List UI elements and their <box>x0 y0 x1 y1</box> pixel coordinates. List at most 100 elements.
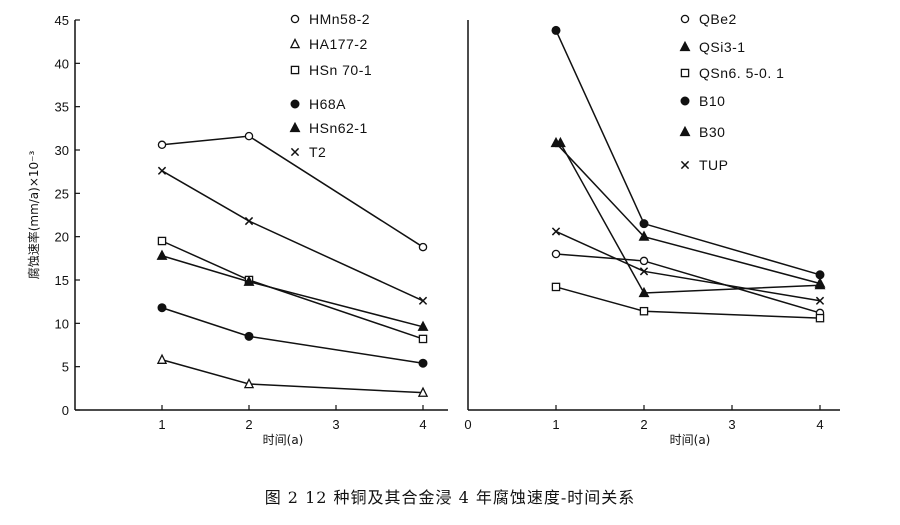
legend-marker <box>680 14 690 24</box>
series-tup <box>551 227 825 305</box>
data-point <box>157 166 167 175</box>
legend-label: HA177-2 <box>309 36 368 52</box>
x-tick-label: 3 <box>332 417 339 432</box>
data-point <box>639 256 649 266</box>
data-point <box>244 331 254 341</box>
data-point <box>639 267 649 276</box>
series-line <box>555 142 821 285</box>
series-h68a <box>157 303 428 368</box>
legend-marker <box>289 121 301 133</box>
data-point <box>638 230 650 241</box>
series-qsn6-5-0-1 <box>551 282 825 323</box>
data-point <box>815 296 825 305</box>
series-line <box>161 255 424 328</box>
series-line <box>559 142 821 294</box>
data-point <box>551 282 561 292</box>
data-point <box>815 313 825 323</box>
data-point <box>156 249 168 260</box>
data-point <box>550 136 562 148</box>
legend-label: QSn6. 5-0. 1 <box>699 65 784 81</box>
series-line <box>161 359 424 394</box>
x-tick-label: 4 <box>419 417 426 432</box>
left-legend: HMn58-2 HA177-2 HSn 70-1 H68A HSn62-1 T2 <box>289 11 372 160</box>
data-point <box>418 296 428 305</box>
data-point <box>638 286 650 298</box>
figure-caption: 图 2 12 种铜及其合金浸 4 年腐蚀速度-时间关系 <box>264 488 636 507</box>
y-tick-label: 5 <box>62 360 69 375</box>
right-panel: 0 1 2 3 4 QBe2 QSi3-1 QSn6. 5-0. 1 B10 B30 TUP 时间… <box>464 11 840 447</box>
series-qsi3-1 <box>554 136 826 298</box>
data-point <box>156 353 168 364</box>
legend-label: HSn62-1 <box>309 120 368 136</box>
legend-item: HSn 70-1 <box>290 62 372 78</box>
left-y-axis-label: 腐蚀速率(mm/a)×10⁻³ <box>26 151 41 280</box>
data-point <box>243 275 255 286</box>
legend-item: HSn62-1 <box>289 120 368 136</box>
legend-label: QSi3-1 <box>699 39 746 55</box>
left-y-ticks: 0 5 10 15 20 25 30 35 40 45 <box>55 13 80 418</box>
series-b10 <box>551 25 825 280</box>
data-point <box>157 303 167 313</box>
legend-item: B10 <box>680 93 725 109</box>
data-point <box>551 25 561 35</box>
y-tick-label: 0 <box>62 403 69 418</box>
left-panel: 0 5 10 15 20 25 30 35 40 45 1 2 3 4 HMn58-2 HA177-2 HS… <box>26 11 448 447</box>
left-x-ticks: 1 2 3 4 <box>158 405 427 432</box>
y-tick-label: 25 <box>55 186 69 201</box>
legend-label: QBe2 <box>699 11 737 27</box>
series-line <box>161 240 424 340</box>
x-tick-label: 3 <box>728 417 735 432</box>
right-x-axis-label: 时间(a) <box>670 433 711 447</box>
legend-item: T2 <box>290 144 326 160</box>
legend-marker <box>679 125 691 137</box>
data-point <box>244 131 254 141</box>
series-qbe2 <box>551 249 825 318</box>
series-t2 <box>157 166 428 305</box>
y-tick-label: 10 <box>55 316 69 331</box>
data-point <box>814 277 826 288</box>
legend-item: B30 <box>679 124 725 140</box>
data-point <box>243 377 255 389</box>
legend-marker <box>290 14 300 24</box>
data-point <box>551 227 561 236</box>
legend-item: QSn6. 5-0. 1 <box>680 65 784 81</box>
y-tick-label: 15 <box>55 273 69 288</box>
left-series <box>156 131 429 397</box>
data-point <box>417 320 429 331</box>
legend-marker <box>680 68 690 78</box>
legend-marker <box>290 99 300 109</box>
legend-item: H68A <box>290 96 346 112</box>
series-b30 <box>550 136 826 288</box>
series-line <box>161 135 424 248</box>
y-tick-label: 30 <box>55 143 69 158</box>
data-point <box>639 219 649 229</box>
data-point <box>244 216 254 226</box>
data-point <box>418 358 428 368</box>
legend-label: H68A <box>309 96 346 112</box>
series-hsn62-1 <box>156 249 429 331</box>
x-tick-label: 4 <box>816 417 823 432</box>
legend-marker <box>290 147 300 157</box>
series-line <box>161 170 424 302</box>
x-tick-label: 2 <box>245 417 252 432</box>
legend-item: HA177-2 <box>289 36 368 52</box>
y-tick-label: 45 <box>55 13 69 28</box>
legend-marker <box>679 40 691 52</box>
legend-item: QBe2 <box>680 11 737 27</box>
y-tick-label: 35 <box>55 100 69 115</box>
legend-label: HSn 70-1 <box>309 62 372 78</box>
x-tick-label: 1 <box>158 417 165 432</box>
left-x-axis-label: 时间(a) <box>263 433 304 447</box>
data-point <box>418 334 428 344</box>
legend-marker <box>290 65 300 75</box>
legend-item: QSi3-1 <box>679 39 746 55</box>
data-point <box>418 242 428 252</box>
data-point <box>157 236 167 246</box>
series-hmn58-2 <box>157 131 428 252</box>
data-point <box>639 306 649 316</box>
legend-label: T2 <box>309 144 326 160</box>
right-x-ticks: 0 1 2 3 4 <box>464 405 824 432</box>
legend-item: HMn58-2 <box>290 11 370 27</box>
y-tick-label: 40 <box>55 56 69 71</box>
legend-item: TUP <box>680 157 728 173</box>
